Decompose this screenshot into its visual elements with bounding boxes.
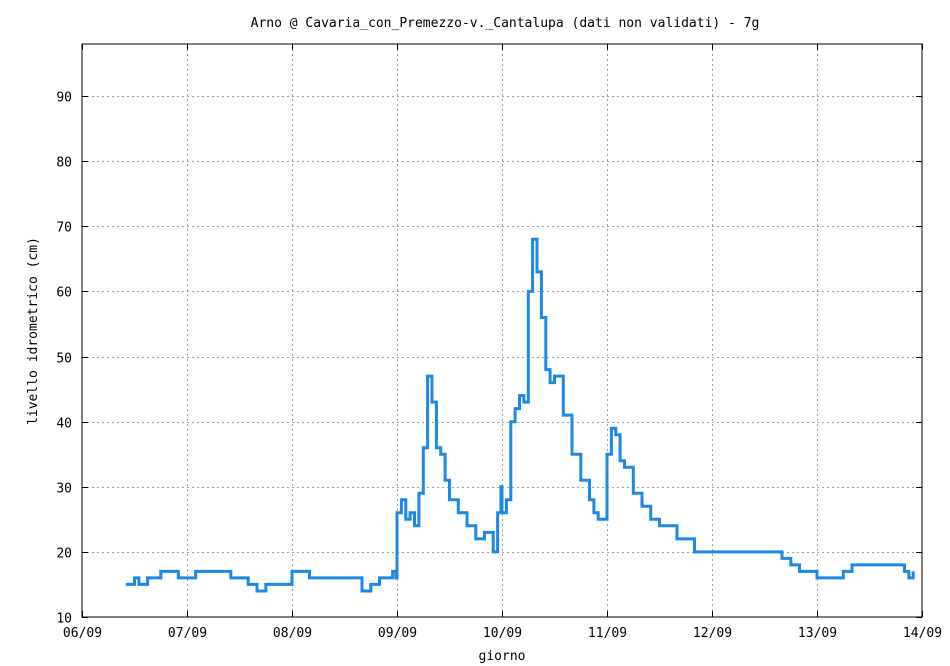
y-tick-label: 80 [56,156,72,171]
y-axis-title: livello idrometrico (cm) [26,237,41,425]
chart-title: Arno @ Cavaria_con_Premezzo-v._Cantalupa… [251,16,760,31]
y-tick-label: 90 [56,91,72,106]
axis-ticks [82,44,923,618]
x-tick-label: 10/09 [483,626,522,641]
y-tick-label: 10 [56,612,72,627]
y-tick-label: 60 [56,286,72,301]
grid-lines [82,44,922,617]
y-tick-label: 70 [56,221,72,236]
x-tick-label: 07/09 [168,626,207,641]
x-tick-label: 14/09 [903,626,942,641]
series-layer [125,237,915,593]
y-tick-labels: 10 20 30 40 50 60 70 80 90 [56,91,72,627]
x-tick-label: 06/09 [63,626,102,641]
y-tick-label: 30 [56,482,72,497]
x-tick-label: 08/09 [273,626,312,641]
y-tick-label: 20 [56,547,72,562]
x-axis-title: giorno [479,649,526,664]
water-level-line [125,237,915,593]
x-tick-label: 13/09 [798,626,837,641]
y-tick-label: 40 [56,417,72,432]
x-tick-label: 12/09 [693,626,732,641]
x-tick-label: 09/09 [378,626,417,641]
x-tick-labels: 06/09 07/09 08/09 09/09 10/09 11/09 12/09 13/09… [63,626,942,641]
y-tick-label: 50 [56,352,72,367]
x-tick-label: 11/09 [588,626,627,641]
